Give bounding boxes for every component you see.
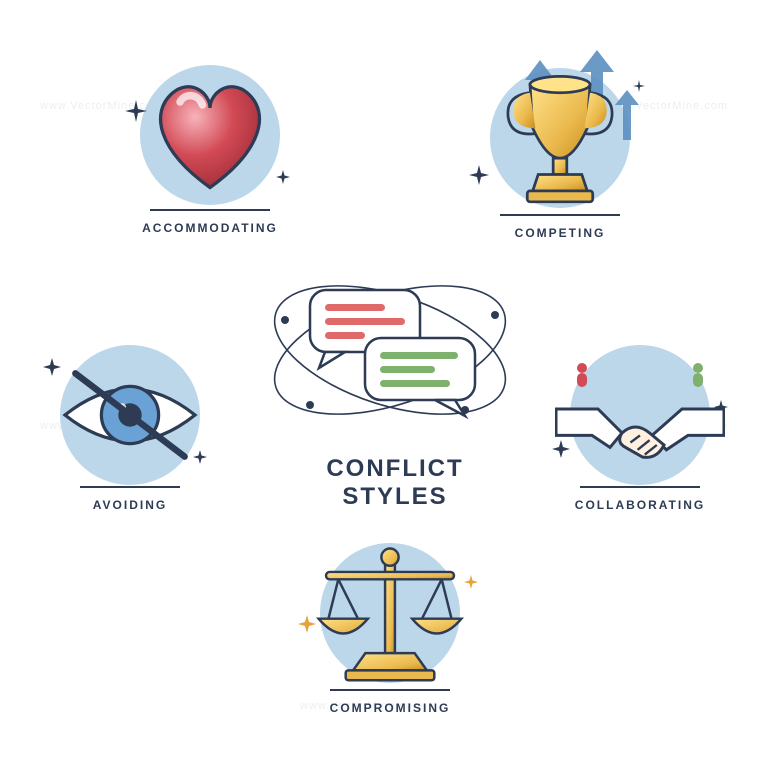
heart-icon (125, 55, 295, 215)
label-competing: COMPETING (515, 226, 606, 240)
balance-scale-icon (300, 535, 480, 695)
handshake-icon (550, 340, 730, 490)
item-collaborating: COLLABORATING (545, 340, 735, 512)
title-line-1: CONFLICT (300, 455, 490, 483)
label-avoiding: AVOIDING (93, 498, 167, 512)
main-title: CONFLICT STYLES (300, 455, 490, 510)
infographic-canvas: www.VectorMine.com www.VectorMine.com ww… (0, 0, 768, 768)
item-accommodating: ACCOMMODATING (120, 55, 300, 235)
title-line-2: STYLES (300, 483, 490, 511)
label-compromising: COMPROMISING (330, 701, 451, 715)
item-competing: COMPETING (460, 50, 660, 240)
eye-slash-icon (45, 340, 215, 490)
item-avoiding: AVOIDING (40, 340, 220, 512)
label-accommodating: ACCOMMODATING (142, 221, 278, 235)
item-compromising: COMPROMISING (295, 535, 485, 715)
trophy-icon (465, 50, 655, 220)
center-graphic (255, 260, 525, 460)
label-collaborating: COLLABORATING (575, 498, 705, 512)
